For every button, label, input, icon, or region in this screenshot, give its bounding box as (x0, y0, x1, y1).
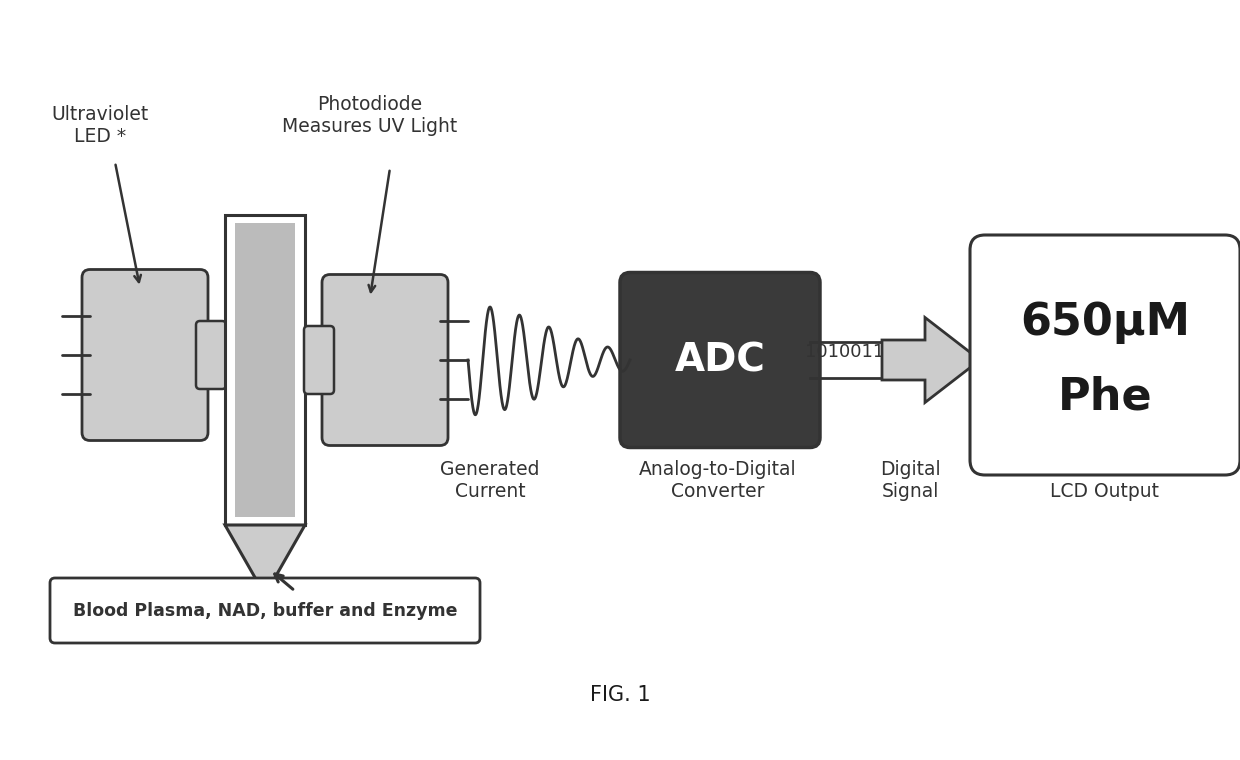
Text: ADC: ADC (675, 341, 765, 379)
Text: Generated
Current: Generated Current (440, 460, 539, 501)
Text: Blood Plasma, NAD, buffer and Enzyme: Blood Plasma, NAD, buffer and Enzyme (73, 601, 458, 619)
Text: FIG. 1: FIG. 1 (590, 685, 650, 705)
FancyBboxPatch shape (82, 270, 208, 441)
Text: Ultraviolet
LED *: Ultraviolet LED * (51, 105, 149, 146)
Text: Analog-to-Digital
Converter: Analog-to-Digital Converter (639, 460, 797, 501)
Text: LCD Output: LCD Output (1050, 482, 1159, 501)
Polygon shape (882, 318, 980, 403)
FancyBboxPatch shape (322, 274, 448, 445)
Bar (236, 223, 295, 517)
FancyBboxPatch shape (304, 326, 334, 394)
FancyBboxPatch shape (970, 235, 1240, 475)
Text: Digital
Signal: Digital Signal (879, 460, 940, 501)
Text: 650μM: 650μM (1021, 302, 1190, 344)
Bar (224, 215, 305, 525)
FancyBboxPatch shape (50, 578, 480, 643)
Text: Photodiode
Measures UV Light: Photodiode Measures UV Light (283, 95, 458, 136)
Text: 1010011: 1010011 (805, 343, 884, 361)
Polygon shape (224, 525, 305, 595)
FancyBboxPatch shape (620, 273, 820, 448)
Text: Phe: Phe (1058, 375, 1152, 419)
FancyBboxPatch shape (196, 321, 226, 389)
